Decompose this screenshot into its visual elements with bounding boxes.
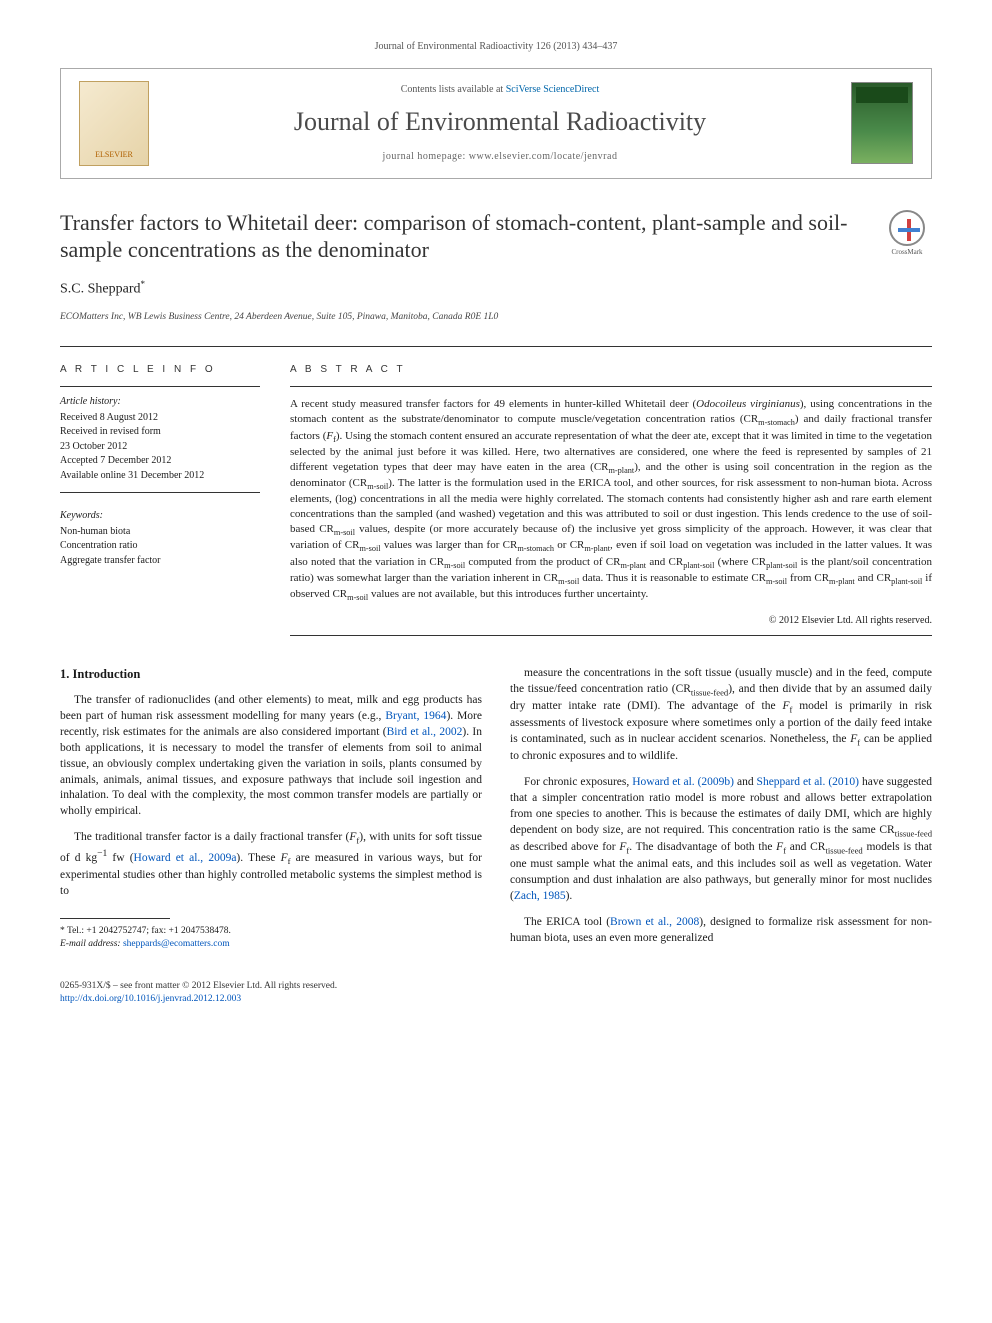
intro-para-3: measure the concentrations in the soft t… [510, 666, 932, 765]
ref-bryant-1964[interactable]: Bryant, 1964 [385, 710, 446, 722]
footer-left: 0265-931X/$ – see front matter © 2012 El… [60, 980, 337, 1006]
header-center: Contents lists available at SciVerse Sci… [167, 83, 833, 163]
keyword: Concentration ratio [60, 539, 260, 553]
intro-para-1: The transfer of radionuclides (and other… [60, 693, 482, 820]
body-two-column: 1. Introduction The transfer of radionuc… [60, 666, 932, 954]
contents-available-line: Contents lists available at SciVerse Sci… [167, 83, 833, 97]
footer-doi-link[interactable]: http://dx.doi.org/10.1016/j.jenvrad.2012… [60, 994, 241, 1004]
elsevier-logo: ELSEVIER [79, 81, 149, 166]
article-info-heading: A R T I C L E I N F O [60, 363, 260, 377]
keywords-label: Keywords: [60, 509, 260, 523]
affiliation: ECOMatters Inc, WB Lewis Business Centre… [60, 311, 932, 324]
crossmark-icon [889, 210, 925, 246]
abstract-column: A B S T R A C T A recent study measured … [290, 363, 932, 636]
journal-homepage: journal homepage: www.elsevier.com/locat… [167, 150, 833, 164]
abstract-copyright: © 2012 Elsevier Ltd. All rights reserved… [290, 614, 932, 628]
keyword: Non-human biota [60, 525, 260, 539]
keyword: Aggregate transfer factor [60, 554, 260, 568]
abstract-rule-bottom [290, 635, 932, 636]
contents-pre: Contents lists available at [401, 84, 506, 95]
footnotes: * Tel.: +1 2042752747; fax: +1 204753847… [60, 925, 482, 951]
footnote-separator [60, 918, 170, 919]
article-title: Transfer factors to Whitetail deer: comp… [60, 209, 862, 264]
separator-rule [60, 346, 932, 347]
info-abstract-row: A R T I C L E I N F O Article history: R… [60, 363, 932, 636]
history-item: 23 October 2012 [60, 440, 260, 454]
footnote-tel: * Tel.: +1 2042752747; fax: +1 204753847… [60, 925, 482, 938]
footer-copyright: 0265-931X/$ – see front matter © 2012 El… [60, 980, 337, 993]
info-rule [60, 386, 260, 387]
journal-name: Journal of Environmental Radioactivity [167, 104, 833, 139]
crossmark-badge[interactable]: CrossMark [882, 209, 932, 259]
intro-para-4: For chronic exposures, Howard et al. (20… [510, 775, 932, 905]
history-item: Accepted 7 December 2012 [60, 454, 260, 468]
title-row: Transfer factors to Whitetail deer: comp… [60, 209, 932, 264]
history-item: Received 8 August 2012 [60, 411, 260, 425]
journal-reference: Journal of Environmental Radioactivity 1… [60, 40, 932, 54]
homepage-url[interactable]: www.elsevier.com/locate/jenvrad [469, 151, 618, 162]
section-heading-intro: 1. Introduction [60, 666, 482, 683]
history-label: Article history: [60, 395, 260, 409]
intro-para-5: The ERICA tool (Brown et al., 2008), des… [510, 915, 932, 947]
abstract-heading: A B S T R A C T [290, 363, 932, 377]
journal-cover-thumbnail [851, 82, 913, 164]
abstract-text: A recent study measured transfer factors… [290, 397, 932, 603]
history-item: Received in revised form [60, 425, 260, 439]
p1-post: ). In both applications, it is necessary… [60, 726, 482, 817]
page-footer: 0265-931X/$ – see front matter © 2012 El… [60, 980, 932, 1006]
ref-bird-2002[interactable]: Bird et al., 2002 [387, 726, 463, 738]
info-rule [60, 492, 260, 493]
author-corresponding-marker: * [141, 279, 146, 289]
footnote-email-link[interactable]: sheppards@ecomatters.com [123, 939, 230, 949]
homepage-pre: journal homepage: [383, 151, 469, 162]
abstract-rule [290, 386, 932, 387]
crossmark-label: CrossMark [891, 248, 922, 257]
sciencedirect-link[interactable]: SciVerse ScienceDirect [506, 84, 600, 95]
journal-header-box: ELSEVIER Contents lists available at Sci… [60, 68, 932, 179]
footnote-email-line: E-mail address: sheppards@ecomatters.com [60, 938, 482, 951]
author-name: S.C. Sheppard [60, 281, 141, 296]
history-item: Available online 31 December 2012 [60, 469, 260, 483]
footnote-email-label: E-mail address: [60, 939, 121, 949]
author-line: S.C. Sheppard* [60, 278, 932, 300]
intro-para-2: The traditional transfer factor is a dai… [60, 830, 482, 900]
article-info-column: A R T I C L E I N F O Article history: R… [60, 363, 260, 636]
